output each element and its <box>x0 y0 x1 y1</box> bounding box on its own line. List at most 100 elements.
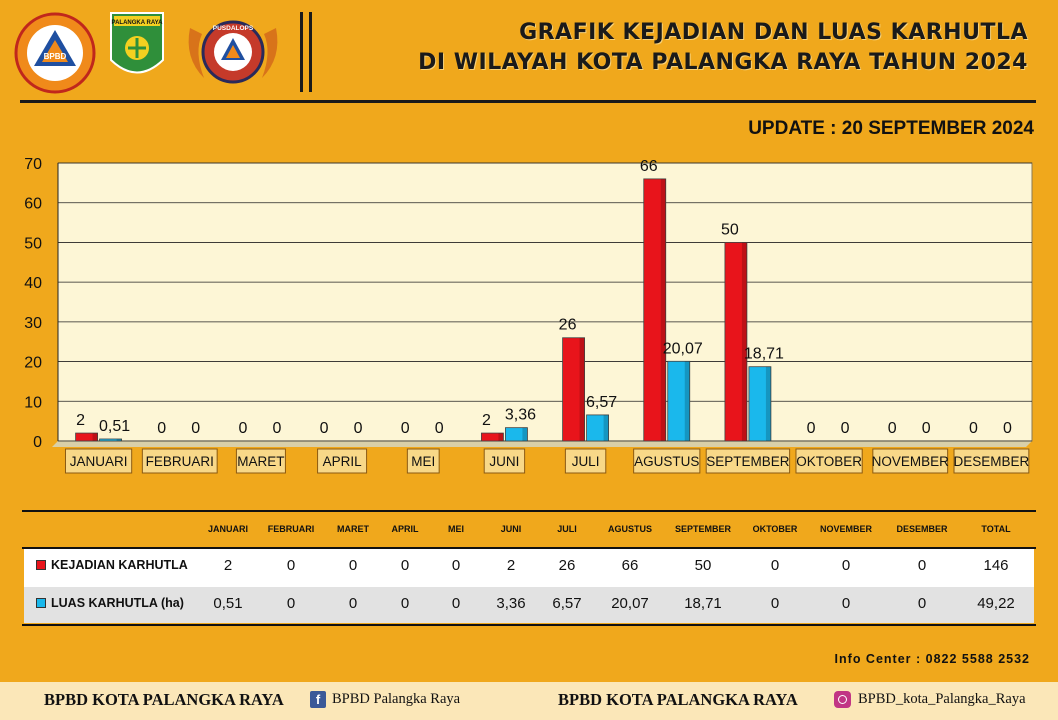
y-tick-label: 70 <box>24 156 42 173</box>
data-label-luas: 0 <box>841 420 850 437</box>
x-tick-label: APRIL <box>323 454 363 469</box>
data-label-luas: 6,57 <box>586 394 617 411</box>
table-cell: 0 <box>348 557 358 574</box>
bar-luas <box>748 366 772 442</box>
palangka-raya-logo-text: PALANGKA RAYA <box>112 20 164 26</box>
table-header-cell: JULI <box>557 524 577 534</box>
table-row: LUAS KARHUTLA (ha) 0,51 0 0 0 0 3,36 6,57 20,07 1… <box>24 587 1034 623</box>
legend-swatch <box>36 559 46 570</box>
table-cell: 6,57 <box>552 595 582 612</box>
bar-kejadian <box>562 337 585 442</box>
table-cell: 0 <box>841 557 851 574</box>
data-label-kejadian: 2 <box>76 412 85 429</box>
x-tick-box <box>317 448 368 474</box>
x-tick-label: SEPTEMBER <box>706 454 790 469</box>
y-tick-label: 20 <box>24 355 42 372</box>
legend-swatch <box>36 597 46 608</box>
table-header-cell: NOVEMBER <box>819 524 872 534</box>
x-tick-label: MARET <box>237 454 284 469</box>
footer: BPBD KOTA PALANGKA RAYA f BPBD Palangka R… <box>0 682 1058 720</box>
data-label-kejadian: 0 <box>969 420 978 437</box>
x-tick-box <box>705 448 791 474</box>
bar-shade <box>684 361 690 441</box>
table-cell: 0 <box>917 595 927 612</box>
x-tick: NOVEMBER <box>872 448 949 474</box>
data-label-luas: 0 <box>435 420 444 437</box>
x-tick: JUNI <box>483 448 526 474</box>
bar-luas <box>667 360 691 442</box>
pusdalops-logo-text: PUSDALOPS <box>213 25 254 32</box>
table-header-cell: FEBRUARI <box>267 524 315 534</box>
instagram-handle: BPBD_kota_Palangka_Raya <box>858 691 1026 707</box>
table-header-cell: APRIL <box>391 524 419 534</box>
x-tick: JULI <box>564 448 607 474</box>
bar-luas <box>505 427 528 442</box>
pusdalops-logo: PUSDALOPS <box>188 20 278 84</box>
x-tick-label: FEBRUARI <box>146 454 214 469</box>
title-line-1: GRAFIK KEJADIAN DAN LUAS KARHUTLA <box>519 20 1028 45</box>
table-cell: 0,51 <box>213 595 243 612</box>
table-cell: 0 <box>286 595 296 612</box>
x-tick-label: JUNI <box>489 454 519 469</box>
bar-kejadian <box>481 432 504 442</box>
x-tick-box <box>953 448 1030 474</box>
data-label-kejadian: 0 <box>888 420 897 437</box>
x-tick-box <box>235 448 286 474</box>
data-label-luas: 0 <box>354 420 363 437</box>
x-tick: FEBRUARI <box>141 448 218 474</box>
x-tick-box <box>872 448 949 474</box>
bar-kejadian <box>724 242 748 442</box>
x-tick-label: JANUARI <box>70 454 128 469</box>
data-label-kejadian: 0 <box>401 420 410 437</box>
bar-shade <box>741 242 747 441</box>
data-label-luas: 0 <box>191 420 200 437</box>
table-cell: 18,71 <box>684 595 722 612</box>
table-cell: 146 <box>983 557 1009 574</box>
data-label-kejadian: 26 <box>559 317 577 334</box>
data-label-luas: 18,71 <box>744 346 784 363</box>
y-tick-label: 10 <box>24 394 42 411</box>
table-cell: 49,22 <box>977 595 1015 612</box>
x-tick-box <box>64 448 133 474</box>
table-cell: 0 <box>770 557 780 574</box>
x-tick: AGUSTUS <box>633 448 701 474</box>
footer-facebook[interactable]: f BPBD Palangka Raya <box>310 691 461 709</box>
table-cell: 2 <box>506 557 516 574</box>
bar-luas <box>99 438 122 442</box>
y-axis: 0 10 20 30 40 50 60 70 <box>24 156 59 451</box>
x-tick-box <box>406 448 440 474</box>
bar-shade <box>522 427 528 441</box>
row-label: KEJADIAN KARHUTLA <box>36 558 188 572</box>
table-cell: 20,07 <box>611 595 649 612</box>
x-tick-label: JULI <box>572 454 600 469</box>
x-tick-label: DESEMBER <box>954 454 1030 469</box>
table-cell: 0 <box>451 595 461 612</box>
table-header-cell: MARET <box>337 524 369 534</box>
x-tick-label: OKTOBER <box>796 454 862 469</box>
x-tick: JANUARI <box>64 448 133 474</box>
bar-chart: 0 10 20 30 40 50 60 70 2 0,51 0 0 0 0 0 0 0 0 2 3,36 26 6,57… <box>24 156 1033 474</box>
info-center: Info Center : 0822 5588 2532 <box>834 652 1030 666</box>
data-label-kejadian: 2 <box>482 412 491 429</box>
x-tick-box <box>795 448 863 474</box>
row-label: LUAS KARHUTLA (ha) <box>36 596 184 610</box>
table-cell: 0 <box>348 595 358 612</box>
table-cell: 2 <box>223 557 233 574</box>
table-header-rule <box>22 547 1036 549</box>
table-header-cell: OKTOBER <box>752 524 798 534</box>
bar-kejadian <box>643 178 667 442</box>
facebook-handle: BPBD Palangka Raya <box>332 691 461 707</box>
table-cell: 3,36 <box>496 595 526 612</box>
x-tick: DESEMBER <box>953 448 1030 474</box>
x-tick-box <box>483 448 526 474</box>
x-tick-box <box>633 448 701 474</box>
table-cell: 50 <box>694 557 712 574</box>
table-cell: 0 <box>841 595 851 612</box>
header-divider-2 <box>309 12 312 92</box>
data-label-luas: 0 <box>1003 420 1012 437</box>
x-axis: JANUARI FEBRUARI MARET APRIL MEI JUNI JULI AGUS… <box>64 448 1030 474</box>
footer-instagram[interactable]: BPBD_kota_Palangka_Raya <box>834 691 1026 709</box>
row-label-text: LUAS KARHUTLA (ha) <box>51 596 184 610</box>
bar-shade <box>660 178 666 441</box>
table-cell: 0 <box>770 595 780 612</box>
